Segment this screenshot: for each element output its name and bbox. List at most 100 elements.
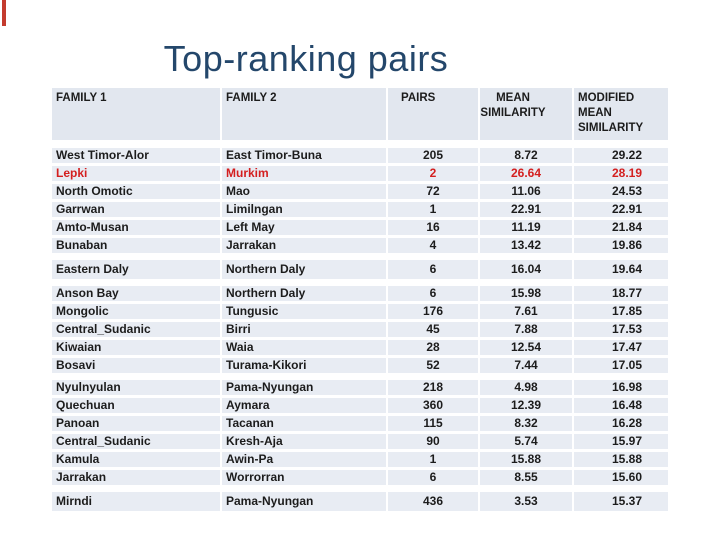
cell-mod: 15.88 xyxy=(574,452,668,467)
cell-mean: 11.06 xyxy=(480,184,572,199)
cell-f2: Turama-Kikori xyxy=(222,358,386,373)
cell-pairs: 28 xyxy=(388,340,478,355)
table-row: West Timor-Alor East Timor-Buna 205 8.72 29.… xyxy=(52,148,668,163)
cell-mod: 15.97 xyxy=(574,434,668,449)
table-row: Nyulnyulan Pama-Nyungan 218 4.98 16.98 xyxy=(52,380,668,395)
cell-pairs: 90 xyxy=(388,434,478,449)
cell-mean: 3.53 xyxy=(480,492,572,511)
cell-pairs: 16 xyxy=(388,220,478,235)
cell-mean: 22.91 xyxy=(480,202,572,217)
red-accent-bar xyxy=(2,0,6,26)
cell-mod: 16.48 xyxy=(574,398,668,413)
cell-mod: 15.60 xyxy=(574,470,668,485)
cell-mean: 5.74 xyxy=(480,434,572,449)
cell-mod: 17.47 xyxy=(574,340,668,355)
cell-f1: Eastern Daly xyxy=(52,260,220,279)
cell-f2: Northern Daly xyxy=(222,260,386,279)
table-row: Bunaban Jarrakan 4 13.42 19.86 xyxy=(52,238,668,253)
table-row: Eastern Daly Northern Daly 6 16.04 19.64 xyxy=(52,260,668,279)
cell-mod: 19.86 xyxy=(574,238,668,253)
cell-mean: 7.44 xyxy=(480,358,572,373)
slide-title: Top-ranking pairs xyxy=(163,38,449,79)
cell-mean: 13.42 xyxy=(480,238,572,253)
column-header-modified-mean-similarity: MODIFIED MEAN SIMILARITY xyxy=(574,88,668,140)
cell-pairs: 6 xyxy=(388,260,478,279)
table-row: Bosavi Turama-Kikori 52 7.44 17.05 xyxy=(52,358,668,373)
cell-f1: Nyulnyulan xyxy=(52,380,220,395)
table-body: West Timor-Alor East Timor-Buna 205 8.72 29.… xyxy=(52,148,668,511)
cell-f1: Amto-Musan xyxy=(52,220,220,235)
table-row: Amto-Musan Left May 16 11.19 21.84 xyxy=(52,220,668,235)
cell-mean: 15.98 xyxy=(480,286,572,301)
column-header-pairs: PAIRS xyxy=(388,88,478,140)
cell-pairs: 1 xyxy=(388,202,478,217)
cell-f2: Tungusic xyxy=(222,304,386,319)
cell-f1: Panoan xyxy=(52,416,220,431)
cell-f1: West Timor-Alor xyxy=(52,148,220,163)
cell-f2: East Timor-Buna xyxy=(222,148,386,163)
cell-f2: Limilngan xyxy=(222,202,386,217)
table-row: Quechuan Aymara 360 12.39 16.48 xyxy=(52,398,668,413)
cell-f1: Kamula xyxy=(52,452,220,467)
cell-f1: Quechuan xyxy=(52,398,220,413)
table-header-row: FAMILY 1 FAMILY 2 PAIRS MEAN SIMILARITY … xyxy=(52,88,668,140)
cell-f2: Waia xyxy=(222,340,386,355)
cell-mean: 15.88 xyxy=(480,452,572,467)
cell-mean: 16.04 xyxy=(480,260,572,279)
cell-mod: 24.53 xyxy=(574,184,668,199)
cell-f1: Kiwaian xyxy=(52,340,220,355)
cell-pairs: 2 xyxy=(388,166,478,181)
cell-mean: 12.54 xyxy=(480,340,572,355)
cell-pairs: 6 xyxy=(388,470,478,485)
cell-f2: Birri xyxy=(222,322,386,337)
cell-f2: Worrorran xyxy=(222,470,386,485)
cell-mod: 15.37 xyxy=(574,492,668,511)
table-row: North Omotic Mao 72 11.06 24.53 xyxy=(52,184,668,199)
cell-f1: Jarrakan xyxy=(52,470,220,485)
cell-f1: North Omotic xyxy=(52,184,220,199)
cell-f1: Central_Sudanic xyxy=(52,434,220,449)
column-header-family2: FAMILY 2 xyxy=(222,88,386,140)
cell-f1: Mirndi xyxy=(52,492,220,511)
cell-f1: Bunaban xyxy=(52,238,220,253)
cell-pairs: 115 xyxy=(388,416,478,431)
cell-mean: 8.72 xyxy=(480,148,572,163)
table-row: Panoan Tacanan 115 8.32 16.28 xyxy=(52,416,668,431)
table-row: Anson Bay Northern Daly 6 15.98 18.77 xyxy=(52,286,668,301)
cell-mod: 18.77 xyxy=(574,286,668,301)
cell-pairs: 205 xyxy=(388,148,478,163)
cell-pairs: 436 xyxy=(388,492,478,511)
table-row: Central_Sudanic Birri 45 7.88 17.53 xyxy=(52,322,668,337)
cell-f1: Garrwan xyxy=(52,202,220,217)
cell-mod: 28.19 xyxy=(574,166,668,181)
cell-f2: Left May xyxy=(222,220,386,235)
table-row: Central_Sudanic Kresh-Aja 90 5.74 15.97 xyxy=(52,434,668,449)
cell-f1: Mongolic xyxy=(52,304,220,319)
cell-f2: Pama-Nyungan xyxy=(222,492,386,511)
cell-mean: 8.55 xyxy=(480,470,572,485)
cell-f1: Lepki xyxy=(52,166,220,181)
table-row: Lepki Murkim 2 26.64 28.19 xyxy=(52,166,668,181)
cell-f2: Pama-Nyungan xyxy=(222,380,386,395)
cell-mean: 8.32 xyxy=(480,416,572,431)
cell-f2: Northern Daly xyxy=(222,286,386,301)
table-row: Mongolic Tungusic 176 7.61 17.85 xyxy=(52,304,668,319)
cell-mod: 17.53 xyxy=(574,322,668,337)
cell-pairs: 52 xyxy=(388,358,478,373)
cell-f1: Bosavi xyxy=(52,358,220,373)
cell-pairs: 4 xyxy=(388,238,478,253)
table-row: Kiwaian Waia 28 12.54 17.47 xyxy=(52,340,668,355)
cell-pairs: 1 xyxy=(388,452,478,467)
table-row: Jarrakan Worrorran 6 8.55 15.60 xyxy=(52,470,668,485)
cell-pairs: 72 xyxy=(388,184,478,199)
cell-mod: 21.84 xyxy=(574,220,668,235)
cell-pairs: 176 xyxy=(388,304,478,319)
table-row: Mirndi Pama-Nyungan 436 3.53 15.37 xyxy=(52,492,668,511)
cell-mean: 7.88 xyxy=(480,322,572,337)
cell-f2: Awin-Pa xyxy=(222,452,386,467)
cell-mean: 7.61 xyxy=(480,304,572,319)
table-row: Kamula Awin-Pa 1 15.88 15.88 xyxy=(52,452,668,467)
column-header-mean-similarity: MEAN SIMILARITY xyxy=(480,88,572,140)
cell-mean: 11.19 xyxy=(480,220,572,235)
